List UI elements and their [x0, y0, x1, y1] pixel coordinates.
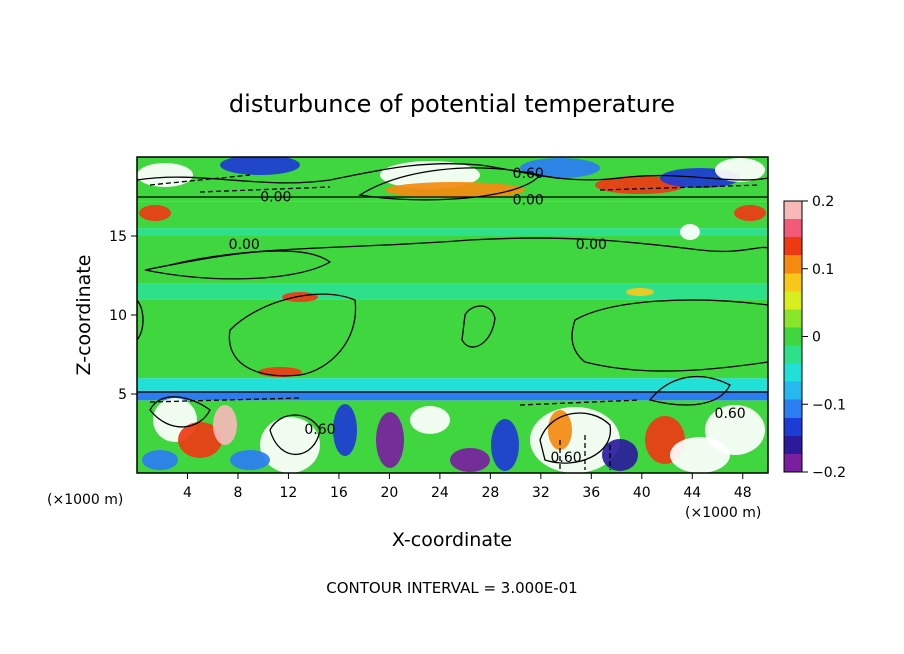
chart-title: disturbunce of potential temperature [229, 90, 675, 118]
x-unit-left: (×1000 m) [47, 492, 123, 508]
field-blob [450, 448, 490, 472]
field-blob [626, 288, 654, 296]
contour-line-dashed [149, 397, 301, 403]
colorbar-tick-label: 0 [812, 330, 821, 346]
anomaly-layer [137, 157, 766, 473]
field-blob [734, 205, 766, 221]
field-blob [142, 450, 178, 470]
y-tick-label: 10 [109, 308, 127, 324]
colorbar-tick-label: −0.2 [812, 465, 846, 481]
field-blob [213, 405, 237, 445]
x-tick-label: 20 [380, 485, 398, 501]
field-band [137, 390, 768, 401]
contour-line-dashed [199, 186, 331, 193]
contour-line-dashed [519, 399, 641, 406]
y-axis-label: Z-coordinate [73, 255, 95, 376]
y-tick-label: 5 [118, 387, 127, 403]
field-band [137, 228, 768, 236]
field-blob [333, 404, 357, 456]
field-band [137, 299, 768, 379]
field-blob [230, 450, 270, 470]
field-blob [137, 163, 193, 187]
x-tick-label: 24 [431, 485, 449, 501]
field-blob [220, 157, 300, 175]
field-band [137, 201, 768, 229]
y-axis-ticks: 5 10 15 [109, 229, 137, 403]
x-unit-right: (×1000 m) [685, 505, 761, 521]
field-blob [260, 417, 320, 473]
field-blob [680, 224, 700, 240]
x-axis-label: X-coordinate [392, 529, 512, 551]
x-tick-label: 8 [233, 485, 242, 501]
x-tick-label: 28 [481, 485, 499, 501]
field-blob [410, 406, 450, 434]
contour-line [571, 299, 768, 372]
contour-label: 0.00 [260, 190, 291, 206]
colorbar-tick-label: 0.1 [812, 262, 834, 278]
colorbar-tick-label: 0.2 [812, 194, 834, 210]
y-tick-label: 15 [109, 229, 127, 245]
contour-line-dashed [149, 174, 251, 186]
x-tick-label: 32 [532, 485, 550, 501]
contour-label: 0.60 [715, 406, 746, 422]
contour-line [169, 237, 768, 266]
field-blob [139, 205, 171, 221]
x-tick-label: 12 [280, 485, 298, 501]
x-tick-label: 40 [633, 485, 651, 501]
heatmap-field [137, 157, 768, 473]
contour-labels: 0.60 0.00 0.00 0.00 0.00 0.60 0.60 0.60 [229, 166, 746, 466]
contour-line [461, 305, 496, 348]
colorbar: 0.2 0.1 0 −0.1 −0.2 [783, 194, 846, 481]
colorbar-ticks: 0.2 0.1 0 −0.1 −0.2 [802, 194, 846, 481]
field-blob [491, 419, 519, 471]
colorbar-tick-label: −0.1 [812, 397, 846, 413]
x-tick-label: 48 [734, 485, 752, 501]
contour-label: 0.60 [304, 422, 335, 438]
field-band [137, 236, 768, 284]
contour-label: 0.00 [513, 193, 544, 209]
field-blob [548, 410, 572, 450]
field-blob [385, 182, 525, 198]
x-tick-label: 4 [183, 485, 192, 501]
field-band [137, 283, 768, 300]
x-tick-label: 36 [582, 485, 600, 501]
contour-line [358, 167, 542, 201]
contour-line [228, 293, 357, 377]
x-axis-ticks: 4 8 12 16 20 24 28 32 36 40 44 48 [183, 473, 752, 501]
x-tick-label: 44 [683, 485, 701, 501]
field-blob [715, 158, 765, 182]
field-blob [520, 158, 600, 178]
contour-lines [137, 163, 768, 470]
field-blob [602, 439, 638, 471]
field-band [137, 378, 768, 391]
field-blob [376, 412, 404, 468]
contour-line [648, 375, 731, 406]
field-blob [178, 422, 222, 458]
contour-label: 0.60 [550, 450, 581, 466]
contour-label: 0.60 [513, 166, 544, 182]
contour-line-dashed [599, 184, 761, 191]
colorbar-gradient [783, 200, 803, 473]
contour-interval-note: CONTOUR INTERVAL = 3.000E-01 [326, 579, 577, 597]
contour-line [539, 412, 611, 464]
field-blob [705, 405, 765, 455]
contour-line [269, 414, 321, 455]
contour-label: 0.00 [229, 237, 260, 253]
contour-line [144, 250, 332, 280]
contour-line [137, 299, 144, 341]
contour-line [137, 163, 768, 184]
field-blob [282, 292, 318, 302]
contour-line [149, 396, 211, 428]
x-tick-label: 16 [330, 485, 348, 501]
contour-label: 0.00 [576, 237, 607, 253]
